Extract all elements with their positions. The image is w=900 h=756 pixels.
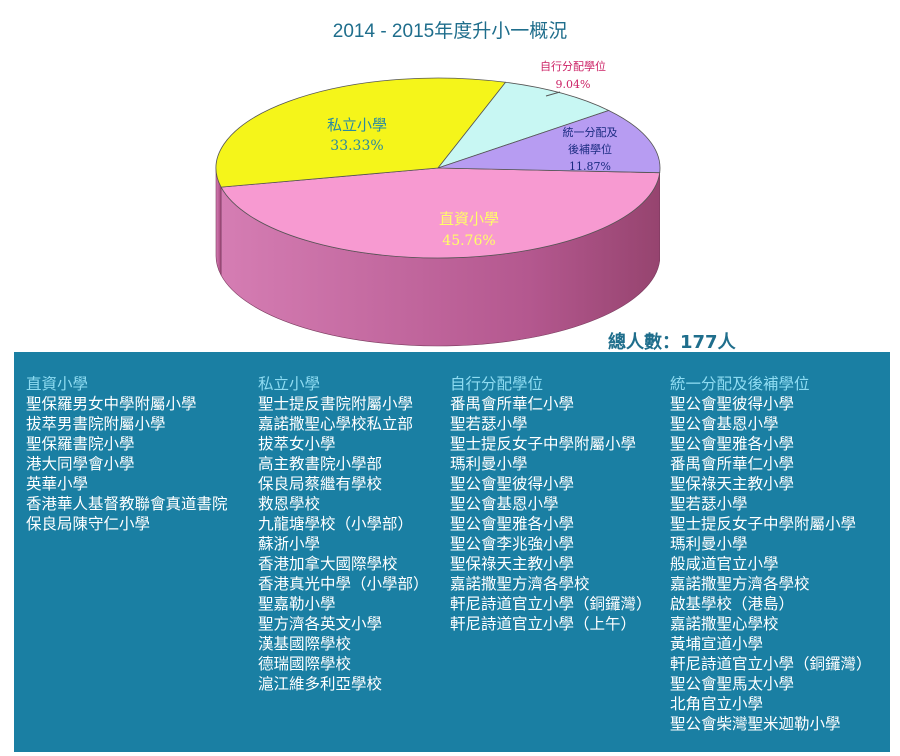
school-item: 聖公會聖雅各小學 xyxy=(670,435,795,453)
pie-slice-2 xyxy=(436,81,610,169)
school-item: 聖公會李兆強小學 xyxy=(450,535,575,553)
school-item: 嘉諾撒聖方濟各學校 xyxy=(670,575,810,593)
school-item: 聖公會聖雅各小學 xyxy=(450,515,575,533)
column-zhizi: 直資小學 聖保羅男女中學附屬小學 拔萃男書院附屬小學 聖保羅書院小學 港大同學會小學英… xyxy=(26,374,228,534)
school-item: 番禺會所華仁小學 xyxy=(450,395,575,413)
school-item: 聖公會基恩小學 xyxy=(450,495,559,513)
school-item: 滬江維多利亞學校 xyxy=(258,675,383,693)
school-item: 蘇浙小學 xyxy=(258,535,321,553)
school-item: 保良局陳守仁小學 xyxy=(26,515,151,533)
slice-label-tongyi-name-2: 後補學位 xyxy=(568,142,612,156)
school-item: 北角官立小學 xyxy=(670,695,764,713)
school-item: 軒尼詩道官立小學（上午） xyxy=(450,615,637,633)
school-item: 聖方濟各英文小學 xyxy=(258,615,383,633)
school-item: 聖公會聖馬太小學 xyxy=(670,675,795,693)
school-item: 聖士提反女子中學附屬小學 xyxy=(670,515,857,533)
slice-label-sili-name: 私立小學 xyxy=(327,116,387,134)
column-heading: 自行分配學位 xyxy=(450,375,544,393)
slice-label-tongyi-name-1: 統一分配及 xyxy=(563,125,618,139)
school-item: 救恩學校 xyxy=(258,495,321,513)
column-heading: 直資小學 xyxy=(26,375,89,393)
school-item: 九龍塘學校（小學部） xyxy=(258,515,414,533)
school-item: 聖公會基恩小學 xyxy=(670,415,779,433)
column-heading: 私立小學 xyxy=(258,375,321,393)
school-item: 香港真光中學（小學部） xyxy=(258,575,429,593)
school-item: 港大同學會小學 xyxy=(26,455,135,473)
school-item: 英華小學 xyxy=(26,475,89,493)
school-item: 聖公會聖彼得小學 xyxy=(670,395,795,413)
school-item: 聖若瑟小學 xyxy=(670,495,748,513)
school-list: 番禺會所華仁小學 聖若瑟小學聖士提反女子中學附屬小學 瑪利曼小學聖公會聖彼得小學 聖公… xyxy=(450,394,652,634)
school-item: 聖保羅男女中學附屬小學 xyxy=(26,395,197,413)
school-item: 聖士提反女子中學附屬小學 xyxy=(450,435,637,453)
school-item: 聖保祿天主教小學 xyxy=(450,555,575,573)
slice-label-tongyi-pct: 11.87% xyxy=(569,160,611,173)
school-item: 香港加拿大國際學校 xyxy=(258,555,398,573)
school-item: 聖嘉勒小學 xyxy=(258,595,336,613)
school-item: 瑪利曼小學 xyxy=(450,455,528,473)
school-item: 香港華人基督教聯會真道書院 xyxy=(26,495,228,513)
school-list-panel: 直資小學 聖保羅男女中學附屬小學 拔萃男書院附屬小學 聖保羅書院小學 港大同學會小學英… xyxy=(14,352,890,752)
column-sili: 私立小學 聖士提反書院附屬小學 嘉諾撒聖心學校私立部 拔萃女小學高主教書院小學部 保良… xyxy=(258,374,429,694)
pie-slice-3 xyxy=(437,110,661,174)
school-list: 聖士提反書院附屬小學 嘉諾撒聖心學校私立部 拔萃女小學高主教書院小學部 保良局蔡繼有學… xyxy=(258,394,429,694)
school-item: 啟基學校（港島） xyxy=(670,595,795,613)
school-item: 嘉諾撒聖心學校 xyxy=(670,615,779,633)
school-item: 軒尼詩道官立小學（銅鑼灣） xyxy=(670,655,872,673)
school-item: 聖保羅書院小學 xyxy=(26,435,135,453)
school-item: 高主教書院小學部 xyxy=(258,455,383,473)
school-item: 嘉諾撒聖心學校私立部 xyxy=(258,415,414,433)
school-item: 黃埔宣道小學 xyxy=(670,635,764,653)
total-count: 總人數：177人 xyxy=(608,332,736,353)
school-item: 聖保祿天主教小學 xyxy=(670,475,795,493)
chart-title: 2014 - 2015年度升小一概況 xyxy=(332,21,568,42)
school-item: 聖士提反書院附屬小學 xyxy=(258,395,414,413)
slice-label-sili-pct: 33.33% xyxy=(330,138,383,154)
school-item: 聖公會柴灣聖米迦勒小學 xyxy=(670,715,841,733)
school-item: 保良局蔡繼有學校 xyxy=(258,475,383,493)
pie-chart: 直資小學 45.76% 私立小學 33.33% 自行分配學位 9.04% 統一分… xyxy=(215,59,661,347)
column-zixing: 自行分配學位 番禺會所華仁小學 聖若瑟小學聖士提反女子中學附屬小學 瑪利曼小學聖公會… xyxy=(450,374,652,634)
slice-label-zixing-name: 自行分配學位 xyxy=(540,59,606,73)
slice-label-zhizi-name: 直資小學 xyxy=(439,210,499,228)
slice-label-zixing-leader xyxy=(545,91,561,97)
school-item: 般咸道官立小學 xyxy=(670,555,779,573)
school-list: 聖公會聖彼得小學 聖公會基恩小學 聖公會聖雅各小學 番禺會所華仁小學 聖保祿天主教小學聖… xyxy=(670,394,872,734)
school-item: 聖公會聖彼得小學 xyxy=(450,475,575,493)
school-item: 拔萃男書院附屬小學 xyxy=(26,415,166,433)
pie-slice-0 xyxy=(220,167,661,259)
school-item: 拔萃女小學 xyxy=(258,435,336,453)
column-heading: 統一分配及後補學位 xyxy=(670,375,810,393)
school-item: 番禺會所華仁小學 xyxy=(670,455,795,473)
pie-slice-1 xyxy=(215,77,507,188)
slice-label-zixing-pct: 9.04% xyxy=(556,78,591,91)
school-item: 德瑞國際學校 xyxy=(258,655,352,673)
school-item: 漢基國際學校 xyxy=(258,635,352,653)
column-tongyi: 統一分配及後補學位 聖公會聖彼得小學 聖公會基恩小學 聖公會聖雅各小學 番禺會所華仁小… xyxy=(670,374,872,734)
slice-label-zhizi-pct: 45.76% xyxy=(442,233,495,249)
school-item: 軒尼詩道官立小學（銅鑼灣） xyxy=(450,595,652,613)
school-list: 聖保羅男女中學附屬小學 拔萃男書院附屬小學 聖保羅書院小學 港大同學會小學 英華小學香港… xyxy=(26,394,228,534)
school-item: 聖若瑟小學 xyxy=(450,415,528,433)
school-item: 嘉諾撒聖方濟各學校 xyxy=(450,575,590,593)
school-item: 瑪利曼小學 xyxy=(670,535,748,553)
